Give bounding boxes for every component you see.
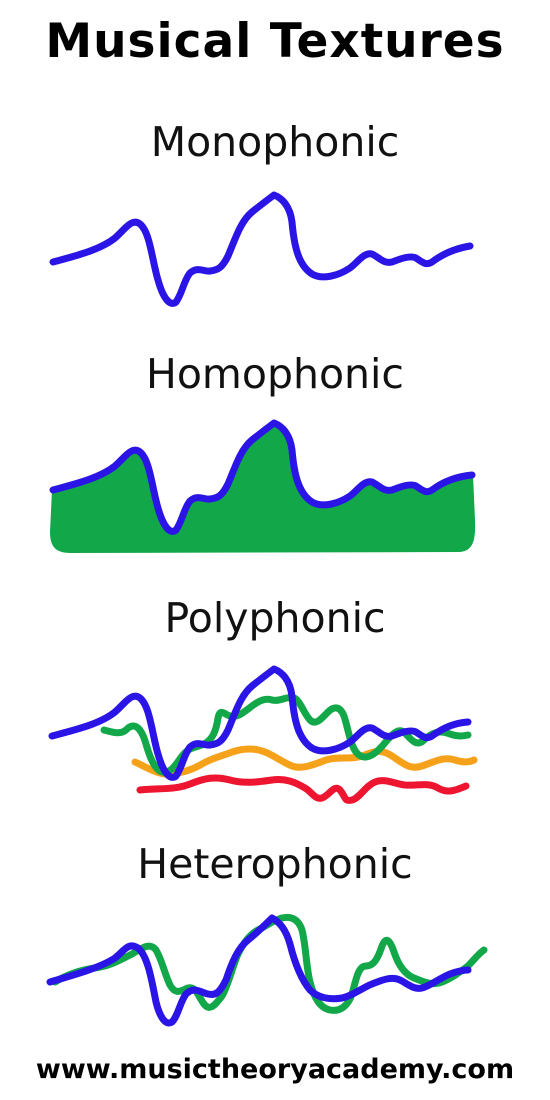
polyphonic-orange-line	[131, 745, 478, 778]
label-polyphonic: Polyphonic	[164, 594, 386, 642]
heterophonic-figure	[46, 913, 488, 1027]
diagram-title: Musical Textures	[45, 14, 505, 69]
heterophonic-blue-line	[46, 914, 472, 1027]
website-url: www.musictheoryacademy.com	[35, 1054, 515, 1085]
label-monophonic: Monophonic	[150, 118, 400, 166]
heterophonic-green-line	[51, 913, 488, 1014]
homophonic-figure	[49, 419, 476, 554]
polyphonic-red-line	[136, 774, 470, 804]
polyphonic-blue-line	[48, 665, 472, 781]
homophonic-melody-line	[49, 419, 476, 535]
monophonic-figure	[49, 191, 474, 307]
monophonic-melody-line	[49, 191, 474, 307]
polyphonic-figure	[48, 665, 478, 804]
label-heterophonic: Heterophonic	[137, 840, 413, 888]
label-homophonic: Homophonic	[146, 350, 404, 398]
